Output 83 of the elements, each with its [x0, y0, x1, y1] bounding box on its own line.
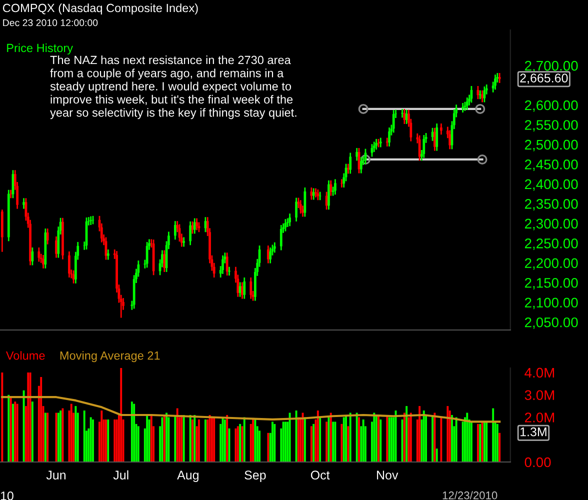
candlestick: [68, 250, 70, 278]
candlestick: [196, 218, 198, 231]
candlestick: [314, 188, 317, 198]
candlestick: [494, 74, 496, 90]
candlestick: [38, 246, 40, 262]
y-tick-label: 2,350.00: [524, 199, 578, 210]
candlestick: [226, 252, 228, 276]
candlestick: [182, 236, 186, 248]
y-tick-label: 2,300.00: [524, 218, 578, 230]
text: 10: [0, 491, 14, 500]
candlestick: [483, 86, 486, 103]
candlestick: [379, 137, 382, 148]
y-tick-label: 3.0M: [524, 390, 554, 400]
candlestick: [310, 186, 313, 200]
text: 12/23/2010: [442, 491, 498, 500]
candlestick: [46, 228, 49, 246]
candlestick: [222, 254, 224, 275]
candlestick: [422, 134, 426, 159]
y-tick-label: 2,100.00: [524, 298, 578, 310]
y-tick-label: 2.0M: [524, 412, 554, 422]
candlestick: [163, 250, 166, 273]
candlestick: [280, 224, 282, 251]
annotation: The NAZ has next resistance in the 2730 area from a couple of years ago, and remains in a steady uptrend here. I would expect volume to improve this week, but it's the final week of the year so selectivity is the key if things stay quiet.: [50, 56, 296, 120]
candlestick: [22, 197, 25, 210]
candlestick: [386, 137, 388, 148]
annotation: Price History: [7, 44, 74, 55]
series-label: Volume: [6, 351, 45, 360]
candlestick: [193, 218, 196, 234]
candlestick: [106, 248, 110, 260]
candlestick: [372, 141, 376, 153]
y-tick-label: 2,400.00: [524, 179, 578, 191]
x-tick-label: Jun: [46, 470, 66, 480]
text: Moving Average 21: [60, 351, 160, 362]
y-tick-label: 2,700.00: [524, 60, 578, 72]
candlestick: [316, 188, 320, 201]
candlestick: [462, 102, 464, 114]
x-tick-label: Oct: [310, 470, 330, 480]
candlestick: [334, 178, 336, 196]
candlestick: [440, 122, 442, 136]
y-tick-label: 2,600.00: [524, 100, 578, 112]
candlestick: [269, 246, 272, 264]
y-tick-label: 2,450.00: [524, 160, 578, 172]
candlestick: [375, 138, 378, 150]
candlestick: [286, 218, 289, 228]
candlestick: [436, 122, 438, 152]
annotation: 1.3M: [520, 427, 546, 436]
candlestick: [356, 147, 358, 162]
y-tick-label: 4.0M: [524, 368, 554, 378]
x-tick-label: Aug: [177, 470, 198, 482]
line-series: [1, 396, 501, 423]
candlestick: [299, 199, 302, 214]
candlestick: [448, 130, 452, 150]
candlestick: [349, 152, 352, 174]
candlestick: [304, 186, 306, 218]
y-tick-label: 2,200.00: [524, 258, 578, 270]
candlestick: [312, 188, 315, 200]
candlestick: [403, 108, 406, 125]
candlestick: [330, 180, 332, 196]
x-tick-label: Jul: [113, 470, 128, 480]
candlestick: [189, 220, 192, 246]
candlestick: [360, 156, 362, 174]
candlestick: [392, 109, 395, 134]
x-tick-label: Nov: [377, 470, 398, 480]
candlestick: [250, 276, 252, 300]
candlestick: [498, 72, 501, 84]
chart-subtitle: Dec 23 2010 12:00:00: [3, 19, 98, 26]
annotation: 2,665.60: [520, 74, 568, 84]
y-tick-label: 2,050.00: [524, 317, 578, 329]
y-tick-label: 2,500.00: [524, 140, 578, 152]
y-tick-label: 0.00: [524, 457, 551, 468]
candlestick: [243, 276, 246, 300]
candlestick: [388, 126, 390, 148]
y-tick-label: 2,250.00: [524, 238, 578, 250]
y-tick-label: 2,550.00: [524, 120, 578, 132]
candlestick: [466, 96, 468, 110]
candlestick: [174, 220, 176, 240]
candlestick: [340, 178, 343, 188]
candlestick: [295, 197, 298, 222]
candlestick: [328, 180, 330, 210]
x-tick-label: Sep: [244, 470, 266, 482]
y-tick-label: 2,150.00: [524, 278, 578, 290]
chart-title: COMPQX (Nasdaq Composite Index): [2, 4, 198, 15]
candlestick: [288, 212, 291, 227]
